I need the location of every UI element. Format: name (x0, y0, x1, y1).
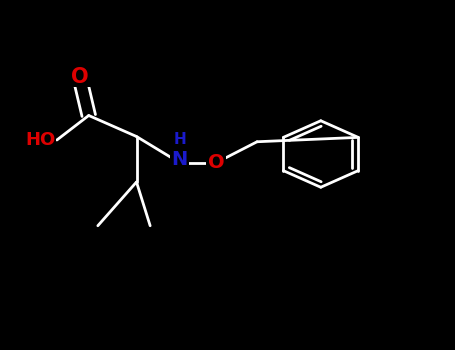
FancyBboxPatch shape (170, 141, 189, 171)
Text: HO: HO (26, 131, 56, 149)
Text: N: N (172, 150, 188, 169)
FancyBboxPatch shape (206, 153, 226, 172)
Text: O: O (208, 153, 224, 172)
FancyBboxPatch shape (69, 67, 91, 87)
Text: O: O (71, 67, 88, 87)
Text: H: H (173, 133, 186, 147)
FancyBboxPatch shape (26, 130, 56, 150)
